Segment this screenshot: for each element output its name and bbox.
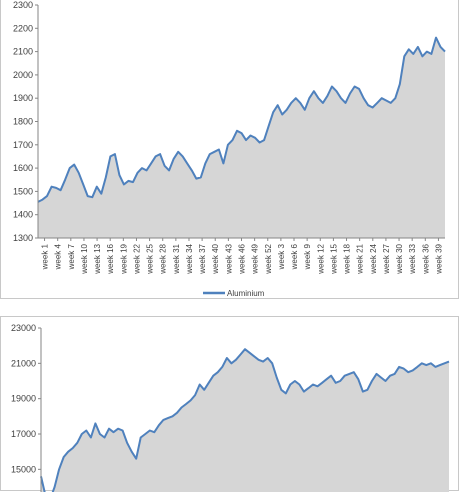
x-tick-label: week 49 bbox=[251, 243, 260, 274]
x-tick-label: week 40 bbox=[211, 243, 220, 274]
x-tick-label: week 25 bbox=[146, 243, 155, 274]
x-tick-label: week 6 bbox=[290, 243, 299, 270]
x-tick-label: week 1 bbox=[41, 243, 50, 270]
y-tick-label: 2100 bbox=[13, 47, 33, 57]
legend-label: Aluminium bbox=[227, 289, 265, 298]
x-tick-label: week 16 bbox=[106, 243, 115, 274]
y-tick-label: 15000 bbox=[11, 464, 36, 474]
x-tick-label: week 34 bbox=[185, 243, 194, 274]
aluminium-chart: 1300 1400 1500 1600 1700 1800 1900 2000 2100 2200… bbox=[13, 0, 446, 298]
y-tick-label: 17000 bbox=[11, 429, 36, 439]
y-tick-label: 2300 bbox=[13, 0, 33, 10]
x-tick-label: week 15 bbox=[329, 243, 338, 274]
x-tick-label: week 28 bbox=[159, 243, 168, 274]
x-tick-label: week 33 bbox=[408, 243, 417, 274]
aluminium-chart-panel: 1300 1400 1500 1600 1700 1800 1900 2000 2100 2200… bbox=[0, 0, 459, 299]
x-tick-label: week 30 bbox=[395, 243, 404, 274]
x-tick-label: week 21 bbox=[356, 243, 365, 274]
x-tick-label: week 27 bbox=[382, 243, 391, 274]
y-tick-label: 1800 bbox=[13, 117, 33, 127]
y-tick-label: 1600 bbox=[13, 163, 33, 173]
x-tick-label: week 22 bbox=[132, 243, 141, 274]
x-tick-label: week 24 bbox=[369, 243, 378, 274]
series-line bbox=[40, 348, 450, 492]
y-tick-label: 1700 bbox=[13, 140, 33, 150]
x-tick-label: week 43 bbox=[224, 243, 233, 274]
y-tick-label: 21000 bbox=[11, 358, 36, 368]
y-tick-label: 1500 bbox=[13, 186, 33, 196]
x-tick-label: week 18 bbox=[343, 243, 352, 274]
series-area bbox=[38, 37, 445, 238]
second-chart-panel: 15000 17000 19000 21000 23000 bbox=[0, 316, 459, 492]
y-tick-label: 23000 bbox=[11, 323, 36, 333]
x-tick-label: week 19 bbox=[119, 243, 128, 274]
x-tick-label: week 3 bbox=[277, 243, 286, 270]
y-tick-label: 2000 bbox=[13, 70, 33, 80]
series-area bbox=[41, 349, 449, 492]
x-tick-label: week 46 bbox=[238, 243, 247, 274]
x-tick-label: week 4 bbox=[54, 243, 63, 270]
x-tick-label: week 52 bbox=[264, 243, 273, 274]
x-tick-label: week 13 bbox=[93, 243, 102, 274]
x-tick-label: week 7 bbox=[67, 243, 76, 270]
x-tick-label: week 9 bbox=[303, 243, 312, 270]
y-tick-label: 1400 bbox=[13, 210, 33, 220]
second-chart: 15000 17000 19000 21000 23000 bbox=[11, 323, 450, 492]
series-line bbox=[37, 36, 446, 203]
x-tick-label: week 36 bbox=[421, 243, 430, 274]
x-tick-label: week 31 bbox=[172, 243, 181, 274]
y-tick-label: 1300 bbox=[13, 233, 33, 243]
x-tick-label: week 39 bbox=[434, 243, 443, 274]
y-tick-label: 1900 bbox=[13, 93, 33, 103]
x-tick-label: week 37 bbox=[198, 243, 207, 274]
x-tick-label: week 12 bbox=[316, 243, 325, 274]
y-tick-label: 2200 bbox=[13, 23, 33, 33]
y-tick-label: 19000 bbox=[11, 394, 36, 404]
x-tick-label: week 10 bbox=[80, 243, 89, 274]
